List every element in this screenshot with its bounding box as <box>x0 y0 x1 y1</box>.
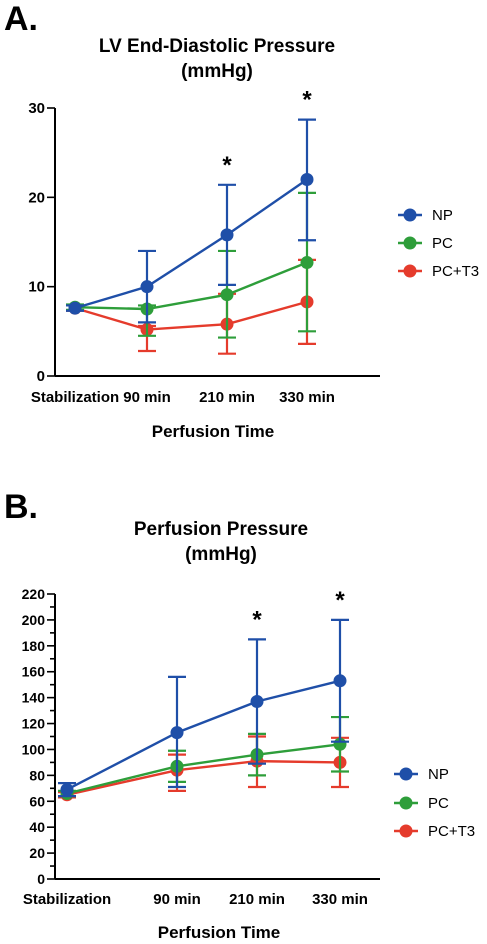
panel-b-data-point-np <box>250 695 264 709</box>
panel-a-legend-marker-pc <box>403 236 417 250</box>
panel-a-x-axis-title: Perfusion Time <box>152 422 275 441</box>
panel-b-y-tick-label: 120 <box>22 716 46 732</box>
panel-b-significance-star: * <box>335 587 345 614</box>
panel-b-x-axis-title: Perfusion Time <box>158 923 281 942</box>
panel-b-x-tick-label: Stabilization <box>23 891 111 908</box>
panel-a-significance-star: * <box>302 87 312 114</box>
panel-a-label: A. <box>4 0 38 38</box>
panel-b-y-tick-label: 180 <box>22 638 46 654</box>
panel-b-legend: NP PC PC+T3 <box>394 766 475 840</box>
panel-a-x-tick-label: Stabilization <box>31 389 119 406</box>
panel-a-y-tick-label: 20 <box>28 189 45 206</box>
panel-a: A. LV End-Diastolic Pressure (mmHg) Perf… <box>4 0 479 441</box>
panel-a-legend: NP PC PC+T3 <box>398 207 479 280</box>
panel-a-x-tick-label: 330 min <box>279 389 335 406</box>
panel-a-legend-marker-pct3 <box>403 264 417 278</box>
panel-b-y-tick-label: 220 <box>22 586 46 602</box>
panel-a-data-point-np <box>300 172 314 186</box>
panel-b-legend-marker-pc <box>399 796 413 810</box>
panel-a-y-tick-label: 30 <box>28 100 45 117</box>
panel-a-significance-star: * <box>222 152 232 179</box>
panel-b-data-point-np <box>60 783 74 797</box>
panel-a-series-line-pct3 <box>74 300 308 331</box>
panel-b-axes: 0 20 40 60 80 100 120 140 160 180 200 220 Stabilizat… <box>22 586 380 908</box>
panel-b-y-tick-label: 200 <box>22 612 46 628</box>
panel-a-x-tick-label: 90 min <box>123 389 171 406</box>
panel-b-legend-label-pc: PC <box>428 795 449 812</box>
panel-b-series-line-pc <box>66 743 341 795</box>
panel-a-legend-marker-np <box>403 208 417 222</box>
panel-b: B. Perfusion Pressure (mmHg) Perfusion T… <box>4 488 475 942</box>
panel-a-title: LV End-Diastolic Pressure <box>99 36 335 57</box>
panel-b-legend-label-pct3: PC+T3 <box>428 823 475 840</box>
panel-b-y-tick-label: 0 <box>37 871 45 887</box>
panel-b-y-tick-label: 60 <box>29 793 45 809</box>
panel-b-series-line-np <box>66 679 341 791</box>
panel-b-x-tick-label: 330 min <box>312 891 368 908</box>
panel-b-legend-marker-pct3 <box>399 824 413 838</box>
panel-a-axes: 0 10 20 30 Stabilization 90 min 210 min 330 min <box>28 100 380 406</box>
panel-b-series-line-pct3 <box>66 759 341 796</box>
panel-b-data-point-np <box>170 726 184 740</box>
panel-a-y-tick-label: 10 <box>28 279 45 296</box>
panel-a-subtitle: (mmHg) <box>181 61 253 82</box>
panel-a-data-point-np <box>140 280 154 294</box>
panel-b-marks: ** <box>58 587 349 802</box>
panel-b-y-tick-label: 20 <box>29 845 45 861</box>
panel-b-y-tick-label: 100 <box>22 741 46 757</box>
panel-a-data-point-np <box>68 301 82 315</box>
panel-b-y-tick-label: 80 <box>29 767 45 783</box>
panel-b-legend-marker-np <box>399 767 413 781</box>
panel-b-y-tick-label: 160 <box>22 664 46 680</box>
panel-b-x-tick-label: 90 min <box>153 891 201 908</box>
panel-b-subtitle: (mmHg) <box>185 544 257 565</box>
panel-a-data-point-pc <box>300 256 314 270</box>
panel-b-data-point-np <box>333 674 347 688</box>
panel-a-legend-label-np: NP <box>432 207 453 224</box>
panel-a-legend-label-pc: PC <box>432 235 453 252</box>
panel-b-significance-star: * <box>252 606 262 633</box>
panel-b-title: Perfusion Pressure <box>134 519 308 540</box>
panel-a-data-point-np <box>220 228 234 242</box>
panel-a-series-line-np <box>74 178 308 310</box>
panel-a-legend-label-pct3: PC+T3 <box>432 263 479 280</box>
panel-a-x-tick-label: 210 min <box>199 389 255 406</box>
panel-a-y-tick-label: 0 <box>37 368 45 385</box>
panel-b-label: B. <box>4 488 38 526</box>
panel-a-series-line-pc <box>74 261 308 311</box>
panel-b-x-tick-label: 210 min <box>229 891 285 908</box>
panel-b-y-tick-label: 40 <box>29 819 45 835</box>
panel-b-legend-label-np: NP <box>428 766 449 783</box>
panel-a-data-point-pc <box>220 288 234 302</box>
panel-b-y-tick-label: 140 <box>22 690 46 706</box>
panel-a-marks: ** <box>66 87 316 355</box>
